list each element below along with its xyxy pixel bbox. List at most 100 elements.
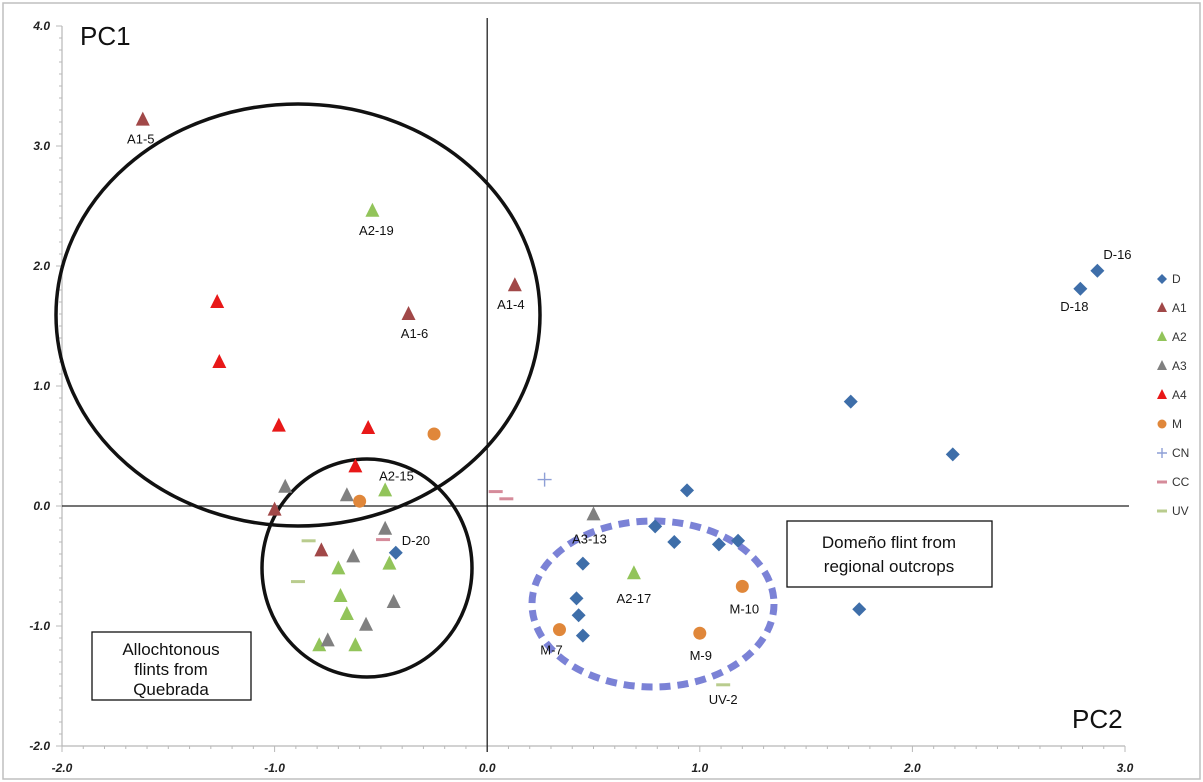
point-a1 [401, 306, 416, 320]
point-d [711, 537, 726, 552]
point-a3 [378, 520, 393, 535]
legend-label-a3: A3 [1172, 359, 1187, 373]
legend: D A1 A2 A3 A4 M CN CC UV [1157, 272, 1190, 518]
point-a3 [386, 594, 401, 608]
point-d [680, 483, 695, 498]
point-cn [537, 472, 552, 487]
point-label: D-18 [1060, 299, 1088, 314]
y-tick-label: 4.0 [32, 19, 50, 33]
point-a3 [346, 548, 361, 563]
point-label: A2-15 [379, 468, 414, 483]
point-a4 [348, 458, 363, 473]
point-a4 [271, 417, 286, 432]
point-a4 [212, 354, 227, 368]
allochtonous-text-3: Quebrada [133, 680, 209, 699]
point-label: M-10 [730, 601, 760, 616]
legend-marker-uv [1157, 509, 1167, 513]
legend-label-a2: A2 [1172, 330, 1187, 344]
point-a2 [339, 606, 354, 620]
point-d [575, 556, 590, 571]
legend-marker-cn [1157, 448, 1167, 458]
point-a4 [210, 294, 225, 308]
point-m [735, 579, 749, 593]
legend-marker-a4 [1157, 389, 1167, 399]
x-tick-label: -2.0 [52, 761, 73, 775]
point-cc [376, 538, 391, 542]
point-d [1073, 281, 1088, 296]
point-label: A1-6 [401, 326, 428, 341]
x-tick-label: 0.0 [479, 761, 496, 775]
point-d [569, 591, 584, 606]
domeno-text-2: regional outcrops [824, 557, 954, 576]
point-a2 [626, 565, 641, 580]
x-tick-label: 3.0 [1117, 761, 1134, 775]
group-circle-large [54, 102, 542, 528]
point-label: A3-13 [572, 531, 607, 546]
point-a1 [267, 501, 282, 516]
point-label: D-20 [402, 533, 430, 548]
legend-marker-a2 [1157, 331, 1167, 341]
point-m [693, 626, 707, 640]
legend-label-m: M [1172, 417, 1182, 431]
tick-labels: 4.0 3.0 2.0 1.0 0.0 -1.0 -2.0-2.0 -1.0 0.0 1.0 2.0… [29, 19, 1133, 775]
point-cc [499, 497, 514, 501]
point-d [852, 602, 867, 617]
domeno-dashed-ellipse [528, 517, 778, 691]
point-a2 [348, 637, 363, 652]
point-label: D-16 [1103, 247, 1131, 262]
legend-marker-d [1157, 274, 1167, 284]
domeno-text-1: Domeño flint from [822, 533, 956, 552]
x-tick-label: 2.0 [903, 761, 921, 775]
point-d [731, 533, 746, 548]
point-cc [488, 490, 503, 494]
allochtonous-box [91, 631, 252, 701]
legend-marker-a3 [1157, 360, 1167, 370]
legend-marker-cc [1157, 480, 1167, 484]
point-a3 [320, 632, 335, 647]
point-a4 [361, 420, 376, 434]
point-label: UV-2 [709, 692, 738, 707]
legend-label-cn: CN [1172, 446, 1189, 460]
point-a2 [331, 560, 346, 575]
point-a3 [339, 487, 354, 502]
y-tick-label: -2.0 [29, 739, 50, 753]
point-label: A1-4 [497, 297, 524, 312]
y-tick-label: -1.0 [29, 619, 50, 633]
y-tick-label: 3.0 [33, 139, 50, 153]
point-a1 [314, 542, 329, 557]
point-label: M-7 [540, 643, 562, 658]
point-a1 [135, 111, 150, 126]
legend-label-d: D [1172, 272, 1181, 286]
point-label: A2-19 [359, 223, 394, 238]
pc2-axis-title: PC2 [1072, 704, 1123, 734]
point-d [945, 447, 960, 462]
point-d [388, 545, 403, 560]
point-m [427, 427, 441, 441]
point-d [648, 519, 663, 534]
y-tick-label: 1.0 [33, 379, 50, 393]
group-circle-small [260, 457, 474, 679]
point-a3 [359, 616, 374, 631]
point-d [843, 394, 858, 409]
point-a1 [507, 277, 522, 292]
point-m [353, 494, 367, 508]
point-uv [716, 683, 731, 687]
legend-label-a1: A1 [1172, 301, 1187, 315]
data-points [135, 111, 1105, 687]
point-labels: D-16 D-18 D-20 A1-5 A1-4 A1-6 A2-19 A2-15 A2-17 A… [127, 132, 1131, 707]
point-d [667, 535, 682, 549]
y-tick-label: 0.0 [33, 499, 50, 513]
point-a2 [365, 202, 380, 217]
point-uv [290, 580, 305, 584]
point-uv [301, 539, 316, 543]
allochtonous-text-1: Allochtonous [122, 640, 219, 659]
point-a2 [312, 637, 327, 652]
pc1-axis-title: PC1 [80, 21, 131, 51]
point-a2 [378, 482, 393, 497]
legend-marker-m [1157, 419, 1167, 429]
point-m [552, 623, 566, 637]
legend-label-cc: CC [1172, 475, 1190, 489]
allochtonous-text-2: flints from [134, 660, 208, 679]
